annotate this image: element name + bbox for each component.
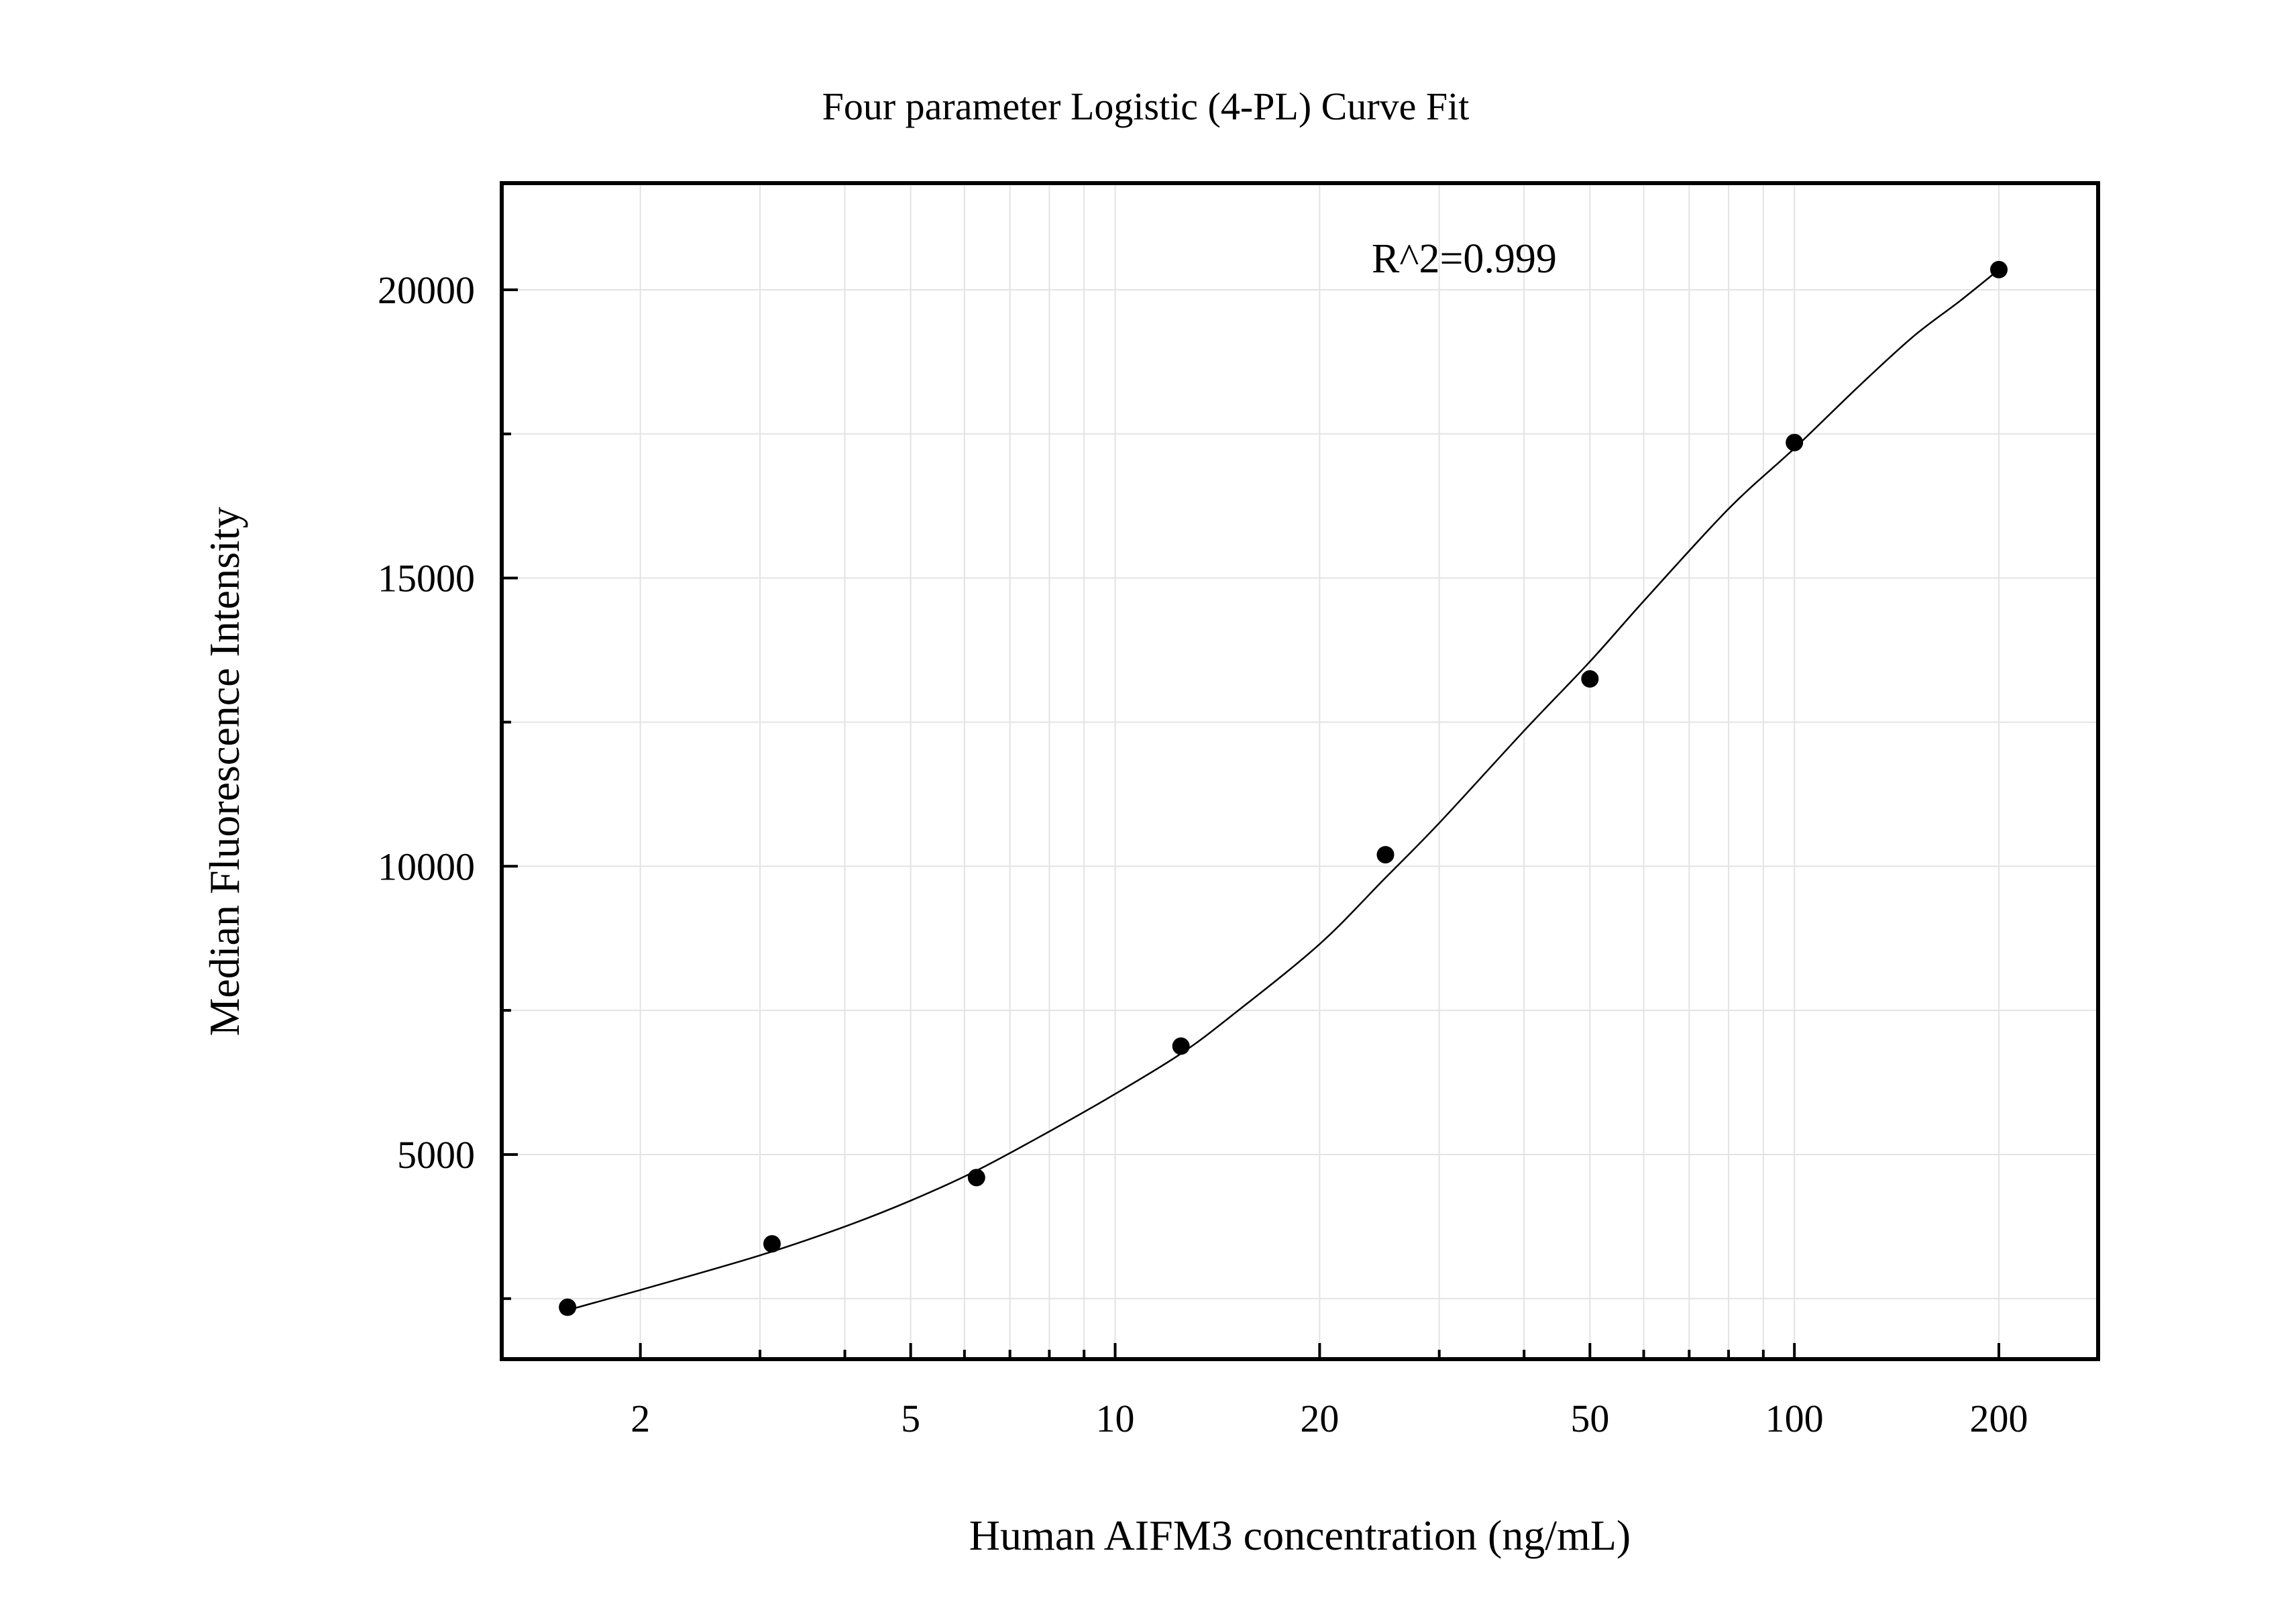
x-tick-label: 200 (1970, 1397, 2028, 1440)
data-point (763, 1235, 781, 1253)
x-tick-label: 2 (631, 1397, 650, 1440)
data-point (1376, 846, 1395, 864)
data-point (1581, 670, 1599, 688)
y-tick-label: 15000 (378, 557, 475, 600)
x-tick-label: 10 (1096, 1397, 1135, 1440)
y-tick-label: 5000 (397, 1133, 475, 1177)
y-tick-label: 10000 (378, 845, 475, 888)
data-point (1172, 1037, 1190, 1055)
data-point (559, 1298, 577, 1316)
y-tick-label: 20000 (378, 268, 475, 312)
axis-ticks (502, 288, 2001, 1359)
x-tick-label: 50 (1570, 1397, 1609, 1440)
x-tick-label: 5 (901, 1397, 920, 1440)
tick-labels: 2 5 10 20 50 100 200 5000 10000 15000 20000 (378, 268, 2028, 1440)
x-axis-label: Human AIFM3 concentration (ng/mL) (969, 1511, 1631, 1559)
plot-frame (500, 181, 2100, 1361)
grid-lines (502, 183, 2098, 1359)
chart-title: Four parameter Logistic (4-PL) Curve Fit (822, 85, 1470, 128)
x-tick-label: 100 (1765, 1397, 1824, 1440)
r-squared-annotation: R^2=0.999 (1372, 236, 1557, 282)
data-points (559, 260, 2008, 1316)
data-point (1990, 260, 2008, 278)
y-axis-label: Median Fluorescence Intensity (201, 506, 248, 1036)
x-tick-label: 20 (1300, 1397, 1339, 1440)
data-point (1786, 433, 1804, 451)
data-point (967, 1169, 985, 1187)
